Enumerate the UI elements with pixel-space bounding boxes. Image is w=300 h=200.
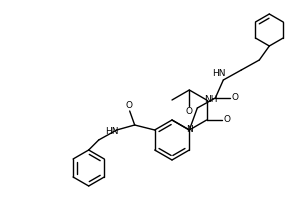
Text: O: O [232,94,239,102]
Text: O: O [125,100,132,110]
Text: N: N [186,124,193,134]
Text: HN: HN [213,70,226,78]
Text: HN: HN [105,127,119,136]
Text: O: O [223,116,230,124]
Text: NH: NH [204,95,218,104]
Text: O: O [186,106,193,116]
